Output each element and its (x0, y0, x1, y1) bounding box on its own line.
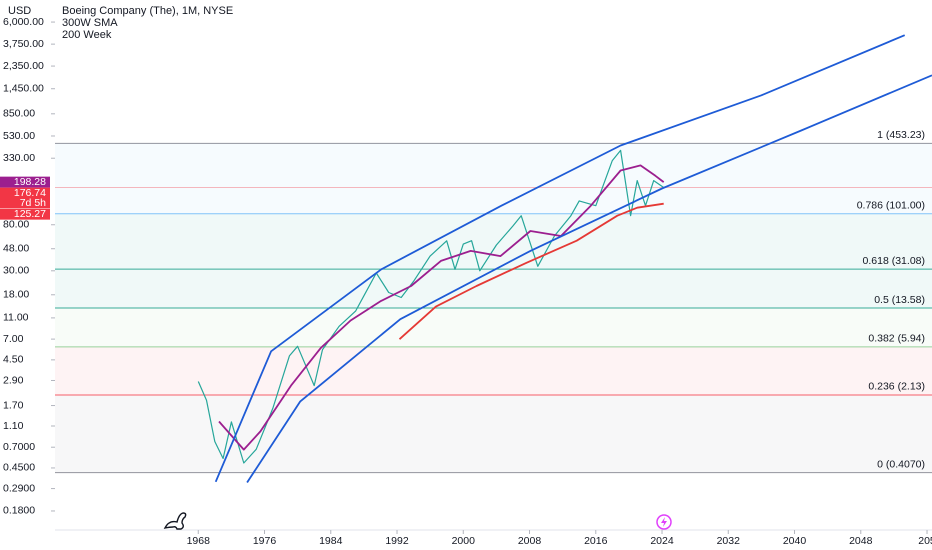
chart-title: Boeing Company (The), 1M, NYSE (62, 5, 233, 17)
y-tick-label: 4.50 (3, 354, 24, 366)
x-tick-label: 2024 (650, 535, 674, 547)
x-tick-label: 2000 (452, 535, 476, 547)
logo-icon (163, 512, 187, 530)
event-icon[interactable] (656, 514, 672, 530)
series-line (246, 74, 932, 483)
y-tick-label: 18.00 (3, 289, 29, 301)
y-tick-label: 0.1800 (3, 505, 35, 517)
series-line (197, 149, 665, 464)
y-tick-label: 1.10 (3, 420, 24, 432)
y-tick-label: 7.00 (3, 333, 24, 345)
fib-band (55, 213, 932, 270)
y-tick-label: 0.7000 (3, 441, 35, 453)
fib-label: 0.618 (31.08) (863, 255, 925, 267)
fib-label: 0.236 (2.13) (868, 381, 925, 393)
last-value-label: 198.28 (14, 176, 46, 188)
fib-band (55, 143, 932, 214)
y-tick-label: 2,350.00 (3, 60, 44, 72)
event-bolt[interactable] (661, 517, 667, 527)
y-tick-label: 30.00 (3, 265, 29, 277)
y-tick-label: 1,450.00 (3, 83, 44, 95)
x-tick-label: 2048 (849, 535, 873, 547)
y-tick-label: 11.00 (3, 312, 29, 324)
x-tick-label: 2040 (783, 535, 807, 547)
x-tick-label: 1992 (385, 535, 409, 547)
y-tick-label: 6,000.00 (3, 16, 44, 28)
series-line (214, 34, 906, 483)
x-tick-label: 2016 (584, 535, 608, 547)
last-value-label: 176.74 (14, 187, 46, 199)
last-value-box (0, 208, 50, 220)
fib-band (55, 269, 932, 309)
last-value-label: 125.27 (14, 208, 46, 220)
fib-label: 0 (0.4070) (877, 458, 925, 470)
y-tick-label: 3,750.00 (3, 38, 44, 50)
fib-label: 0.5 (13.58) (874, 294, 925, 306)
y-tick-label: 48.00 (3, 243, 29, 255)
x-tick-label: 205 (918, 535, 932, 547)
y-tick-label: 530.00 (3, 130, 35, 142)
y-tick-label: 850.00 (3, 108, 35, 120)
fib-label: 1 (453.23) (877, 129, 925, 141)
fib-band (55, 346, 932, 395)
fib-band (55, 394, 932, 473)
series-line (398, 202, 664, 340)
fib-band (55, 308, 932, 347)
currency: USD (8, 5, 31, 17)
last-value-box (0, 176, 50, 188)
fib-label: 0.382 (5.94) (868, 333, 925, 345)
y-tick-label: 0.4500 (3, 462, 35, 474)
countdown-label: 7d 5h (20, 197, 46, 209)
x-tick-label: 2008 (518, 535, 542, 547)
legend-entry: 300W SMA (62, 17, 118, 29)
countdown-box (0, 198, 50, 209)
y-tick-label: 1.70 (3, 399, 24, 411)
x-tick-label: 1968 (187, 535, 211, 547)
y-tick-label: 80.00 (3, 219, 29, 231)
x-tick-label: 1976 (253, 535, 277, 547)
last-value-box (0, 187, 50, 199)
series-line (218, 164, 665, 451)
x-tick-label: 2032 (717, 535, 741, 547)
fib-label: 0.786 (101.00) (857, 200, 925, 212)
y-tick-label: 0.2900 (3, 482, 35, 494)
x-tick-label: 1984 (319, 535, 343, 547)
y-tick-label: 330.00 (3, 152, 35, 164)
legend-entry: 200 Week (62, 29, 112, 41)
y-tick-label: 2.90 (3, 374, 24, 386)
